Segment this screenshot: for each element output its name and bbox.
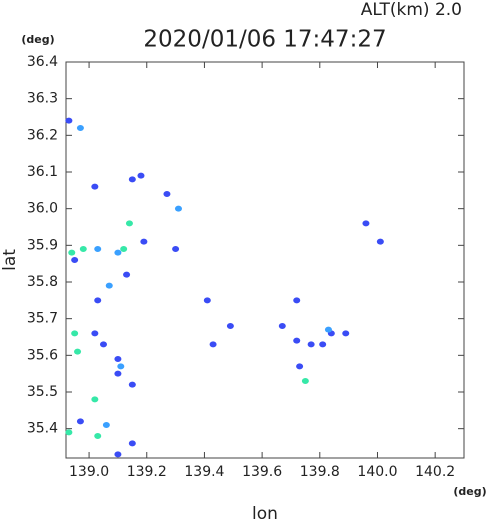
y-tick-label: 35.9 <box>27 237 58 253</box>
echo-point <box>74 348 82 355</box>
x-tick-label: 139.0 <box>69 464 109 480</box>
echo-point <box>362 220 370 227</box>
echo-point <box>71 330 79 337</box>
echo-point <box>99 341 107 348</box>
echo-point <box>102 422 110 428</box>
echo-point <box>307 341 315 348</box>
echo-point <box>65 117 73 124</box>
x-tick-label: 140.0 <box>357 464 397 480</box>
echo-point <box>91 183 99 190</box>
y-tick-label: 36.3 <box>27 91 58 107</box>
y-tick-label: 35.6 <box>27 347 58 363</box>
x-tick-label: 139.6 <box>242 464 282 480</box>
y-tick-label: 35.7 <box>27 311 58 327</box>
echo-point <box>163 191 171 197</box>
y-tick-label: 35.4 <box>27 421 58 437</box>
echo-point <box>296 363 304 370</box>
y-tick-label: 36.0 <box>27 201 58 217</box>
echo-point <box>114 451 122 458</box>
echo-point <box>324 326 332 333</box>
echo-point <box>203 297 211 304</box>
echo-point <box>319 341 327 348</box>
echo-point <box>114 370 122 377</box>
echo-point <box>226 323 234 329</box>
echo-point <box>105 282 113 289</box>
plot-frame <box>65 61 465 459</box>
echo-point <box>65 429 73 436</box>
echo-point <box>123 271 131 278</box>
echo-point <box>342 330 350 337</box>
echo-point <box>94 297 102 304</box>
y-tick-label: 36.4 <box>27 54 58 70</box>
echo-point <box>68 249 76 256</box>
x-tick-label: 139.2 <box>127 464 167 480</box>
echo-point <box>172 246 180 252</box>
echo-point <box>76 125 84 131</box>
echo-point <box>174 205 182 212</box>
echo-point <box>94 433 102 439</box>
echo-point <box>293 337 301 344</box>
y-tick-label: 35.8 <box>27 274 58 290</box>
echo-point <box>91 396 99 403</box>
x-tick-label: 139.4 <box>184 464 224 480</box>
echo-point <box>125 220 133 227</box>
echo-point <box>120 246 128 252</box>
echo-point <box>301 378 309 384</box>
y-tick-label: 35.5 <box>27 384 58 400</box>
echo-point <box>128 176 136 183</box>
echo-point <box>76 418 84 425</box>
chart-title: 2020/01/06 17:47:27 <box>143 27 386 53</box>
y-tick-label: 36.1 <box>27 164 58 180</box>
x-tick-label: 140.2 <box>415 464 455 480</box>
echo-point <box>140 238 148 245</box>
echo-point <box>114 356 122 362</box>
echo-point <box>137 172 145 179</box>
echo-point <box>117 363 125 370</box>
altitude-label: ALT(km) 2.0 <box>361 0 462 20</box>
echo-point <box>94 246 102 252</box>
echo-point <box>71 257 79 263</box>
echo-point <box>128 381 136 388</box>
y-tick-label: 36.2 <box>27 127 58 143</box>
x-tick-label: 139.8 <box>300 464 340 480</box>
y-axis-label: lat <box>0 249 20 271</box>
echo-point <box>114 249 122 256</box>
echo-point <box>376 238 384 245</box>
echo-point <box>293 297 301 304</box>
x-unit: (deg) <box>453 485 486 498</box>
echo-point <box>209 341 217 348</box>
x-axis-label: lon <box>252 504 278 521</box>
echo-point <box>128 440 136 447</box>
echo-point <box>278 323 286 329</box>
echo-point <box>79 246 87 252</box>
y-unit: (deg) <box>21 33 54 46</box>
echo-point <box>91 330 99 337</box>
